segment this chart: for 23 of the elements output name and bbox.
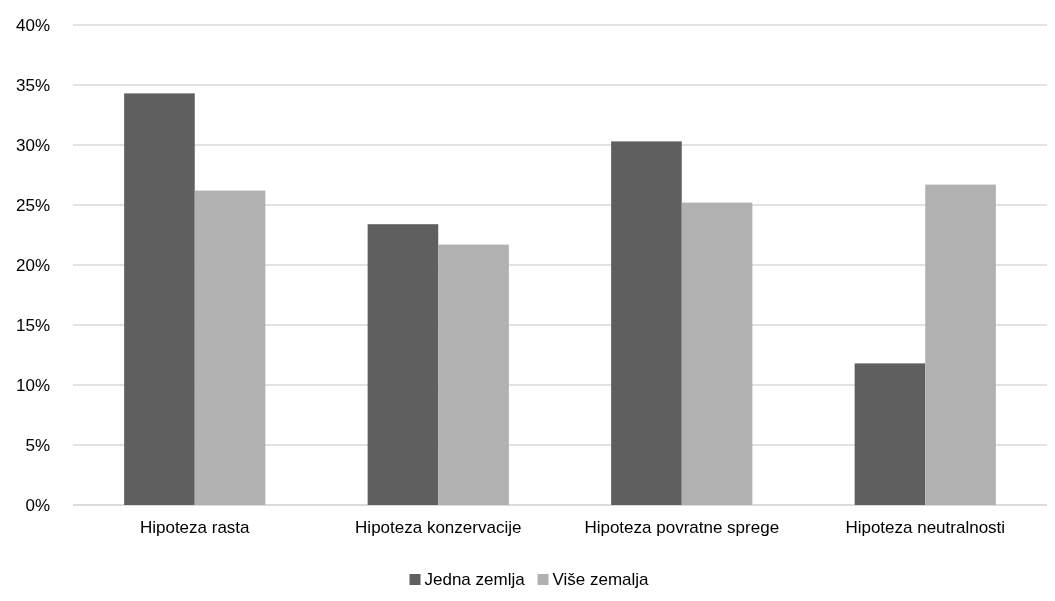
y-tick-label: 5% xyxy=(25,435,50,455)
y-tick-label: 25% xyxy=(15,195,50,215)
y-tick-label: 30% xyxy=(15,135,50,155)
y-tick-label: 40% xyxy=(15,15,50,35)
y-tick-label: 35% xyxy=(15,75,50,95)
bar xyxy=(367,224,439,505)
legend-label: Jedna zemlja xyxy=(424,570,526,589)
y-tick-label: 20% xyxy=(15,255,50,275)
x-tick-label: Hipoteza neutralnosti xyxy=(845,518,1006,537)
x-tick-label: Hipoteza rasta xyxy=(139,518,251,537)
bar xyxy=(611,141,682,505)
legend-label: Više zemalja xyxy=(552,570,650,589)
bar xyxy=(925,184,996,505)
y-tick-label: 15% xyxy=(15,315,50,335)
bar xyxy=(681,202,753,505)
x-tick-label: Hipoteza povratne sprege xyxy=(584,518,780,537)
bar xyxy=(194,190,266,505)
y-tick-label: 0% xyxy=(25,495,50,515)
bar xyxy=(438,244,509,505)
y-tick-label: 10% xyxy=(15,375,50,395)
x-tick-label: Hipoteza konzervacije xyxy=(355,518,522,537)
bar xyxy=(854,363,926,505)
bar xyxy=(124,93,195,505)
